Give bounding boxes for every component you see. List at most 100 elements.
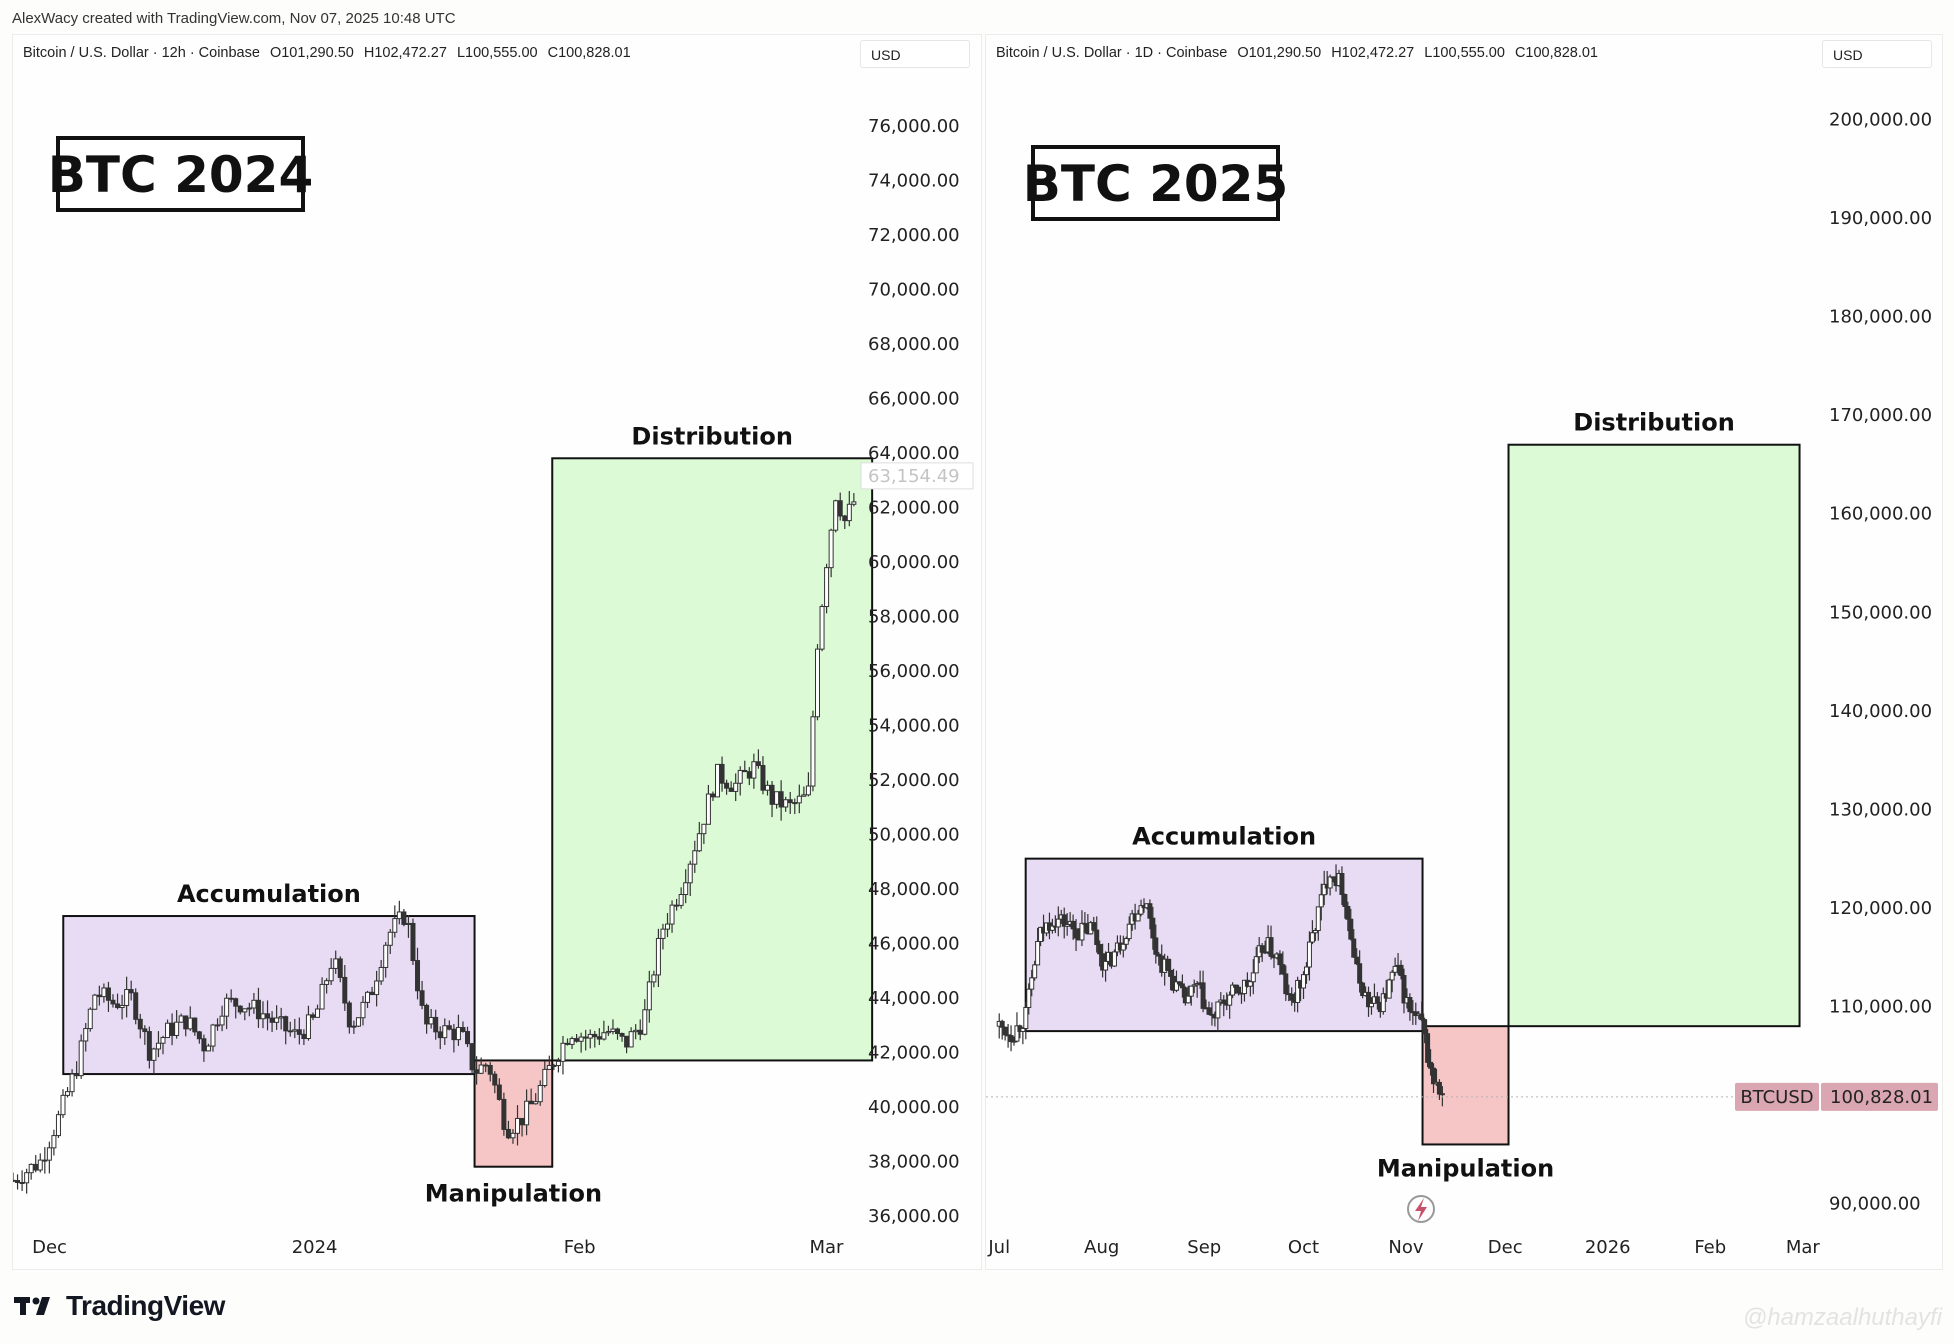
chart-credit: AlexWacy created with TradingView.com, N… [12,10,456,27]
candle [55,1110,61,1138]
candle-body [42,1159,48,1162]
candle-body [1094,929,1100,946]
tradingview-brand: TradingView [66,1290,225,1321]
y-tick-label: 72,000.00 [868,225,960,246]
currency-button[interactable]: USD [860,40,970,68]
y-tick-label: 66,000.00 [868,388,960,409]
candle-body [1091,922,1097,931]
candle-body [87,1008,93,1030]
candle [392,905,398,938]
candle [260,1001,266,1029]
candle [515,1105,521,1146]
candle [105,981,111,1012]
candle [24,1168,30,1194]
candle [551,1063,557,1071]
candle-body [24,1172,30,1184]
candle [1094,916,1100,953]
candle-body [46,1147,52,1161]
candle [746,767,752,786]
candle-body [187,1017,193,1030]
candle [301,1029,307,1045]
lightning-icon[interactable] [1407,1195,1435,1223]
candle-body [1049,925,1055,931]
candle-body [1173,981,1179,991]
chart-pane-2025[interactable]: Bitcoin / U.S. Dollar · 1D · Coinbase O1… [985,34,1943,1270]
candle-body [324,980,330,985]
candle-body [160,1037,166,1044]
chart-canvas-2024[interactable]: Accumulation Manipulation Distribution 76,0… [13,35,981,1269]
candle-body [451,1028,457,1041]
chart-title: BTC 2024 [48,146,313,204]
candle [1153,924,1159,964]
candle [651,970,657,988]
zone-label-accumulation: Accumulation [177,880,361,908]
candle [487,1062,493,1082]
candle [637,1019,643,1041]
candle [1029,969,1035,997]
candle-body [237,1005,243,1013]
candle [196,1030,202,1044]
candle-body [715,763,721,798]
candle-body [105,987,111,1001]
candle-body [419,990,425,1006]
candle-body [401,911,407,925]
candle-body [1368,1002,1374,1008]
candle-body [310,1014,316,1018]
candle-body [719,763,725,784]
candle [1428,1049,1434,1076]
candle-body [78,1040,84,1077]
candle [1182,986,1188,1006]
candle-body [851,501,857,505]
candle-body [1262,951,1268,954]
candle [383,942,389,978]
candle [824,563,830,614]
candle [287,1021,293,1037]
candle [315,1004,321,1018]
candle [605,1025,611,1036]
candle-body [110,999,116,1005]
candle-body [1439,1093,1445,1096]
y-tick-label: 190,000.00 [1829,208,1932,229]
candle [787,791,793,814]
candle-body [1014,1025,1020,1042]
candle-body [587,1033,593,1039]
candle [755,749,761,769]
candle-body [1176,981,1182,985]
x-tick-label: Nov [1388,1237,1423,1258]
candle-body [128,989,134,994]
candle-body [601,1032,607,1040]
candle [633,1024,639,1040]
candle-body [146,1031,152,1061]
candle-body [1061,914,1067,927]
candle-body [1032,964,1038,979]
chart-pane-2024[interactable]: Bitcoin / U.S. Dollar · 12h · Coinbase O… [12,34,982,1270]
candle-body [65,1091,71,1096]
candle [1230,982,1236,999]
candle-body [805,785,811,796]
candle-body [646,981,652,1011]
currency-button[interactable]: USD [1822,40,1932,68]
tradingview-logo[interactable]: TradingView [14,1290,225,1322]
candle [1002,1026,1008,1041]
candle [1020,1027,1026,1045]
chart-canvas-2025[interactable]: Accumulation Manipulation Distribution 200,… [986,35,1942,1269]
candle-body [210,1024,216,1047]
candle [1250,959,1256,995]
candle-body [1309,932,1315,943]
candle-body [524,1100,530,1126]
candle-body [369,991,375,996]
candle [33,1155,39,1173]
candle [342,965,348,1011]
candle [42,1147,48,1174]
candle-body [1079,922,1085,941]
candle [333,950,339,974]
candle [165,1019,171,1039]
candle-body [696,833,702,852]
candle [610,1019,616,1035]
candle [1368,997,1374,1015]
zone-label-manipulation: Manipulation [425,1180,602,1208]
candle-body [1038,926,1044,942]
candle [310,1012,316,1021]
candle-body [1123,938,1129,945]
candle [1315,906,1321,941]
